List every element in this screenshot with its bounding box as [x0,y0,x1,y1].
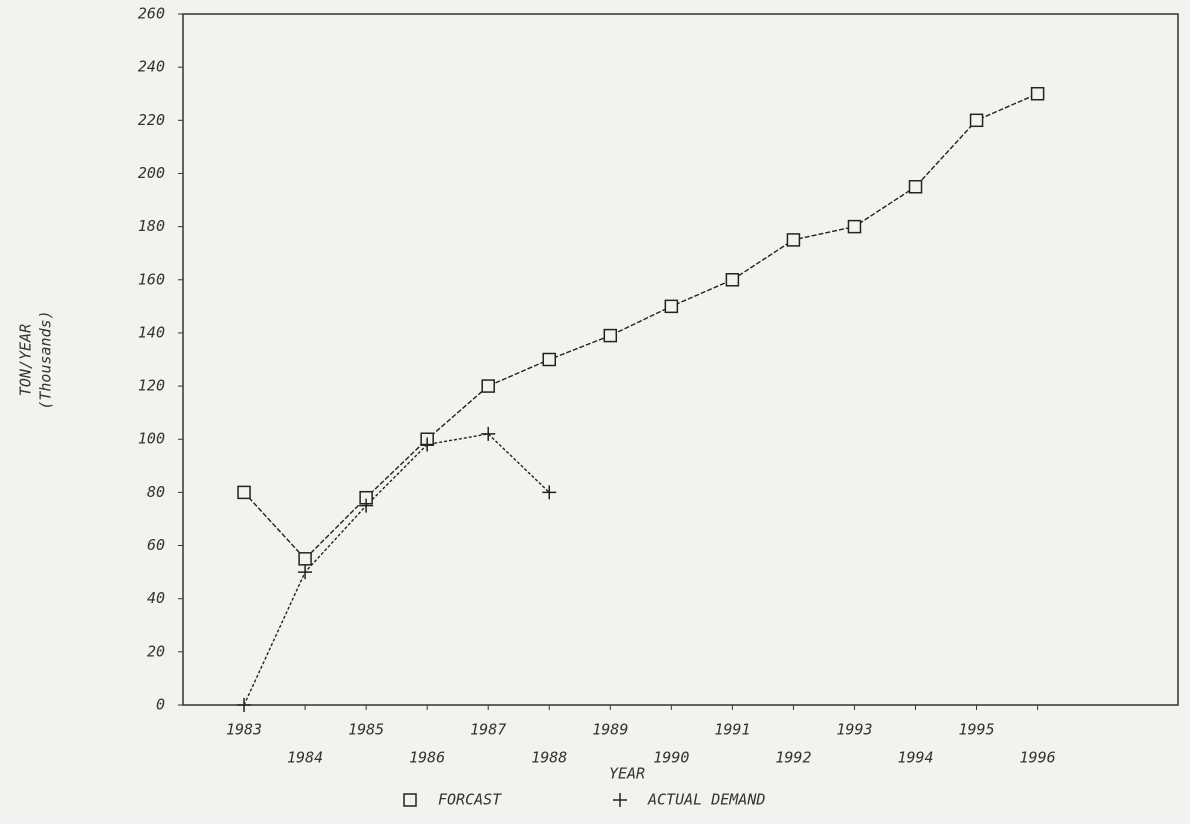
y-tick-label: 140 [138,323,165,341]
square-marker [238,486,250,498]
x-tick-label: 1991 [714,721,750,739]
y-tick-label: 180 [138,217,165,235]
x-tick-label: 1993 [836,721,872,739]
x-tick-label: 1983 [226,721,262,739]
y-tick-label: 220 [138,111,165,129]
x-axis-title: YEAR [609,765,645,783]
square-marker [848,221,860,233]
x-tick-label: 1990 [653,749,689,767]
y-tick-label: 160 [138,270,165,288]
x-tick-label: 1994 [897,749,933,767]
square-marker [482,380,494,392]
x-tick-label: 1985 [348,721,384,739]
square-marker [787,234,799,246]
square-marker [299,553,311,565]
square-marker [604,330,616,342]
x-tick-label: 1989 [592,721,628,739]
y-tick-label: 0 [156,696,165,714]
legend-label: ACTUAL DEMAND [647,791,765,809]
y-tick-label: 260 [138,5,165,23]
x-tick-label: 1995 [958,721,994,739]
y-tick-label: 240 [138,58,165,76]
y-tick-label: 40 [147,589,165,607]
x-tick-label: 1996 [1020,749,1056,767]
y-tick-label: 100 [138,430,165,448]
x-tick-label: 1987 [470,721,506,739]
x-tick-label: 1984 [287,749,323,767]
y-tick-label: 60 [147,536,165,554]
square-marker [404,794,416,806]
square-marker [665,300,677,312]
x-tick-label: 1986 [409,749,445,767]
square-marker [1032,88,1044,100]
x-tick-label: 1988 [531,749,567,767]
chart: 0 20 40 60 80 100 120 140 160 180 200 220 240 260 1983… [0,0,1190,824]
square-marker [910,181,922,193]
y-tick-label: 80 [147,483,165,501]
y-tick-label: 20 [147,642,165,660]
square-marker [971,114,983,126]
y-tick-label: 200 [138,164,165,182]
page: 0 20 40 60 80 100 120 140 160 180 200 220 240 260 1983… [0,0,1190,824]
legend-label: FORCAST [438,791,502,809]
square-marker [726,274,738,286]
y-axis-title: TON/YEAR [17,324,35,396]
y-tick-label: 120 [138,377,165,395]
square-marker [543,354,555,366]
x-tick-label: 1992 [775,749,811,767]
background [0,0,1190,824]
y-axis-title: (Thousands) [37,310,55,409]
